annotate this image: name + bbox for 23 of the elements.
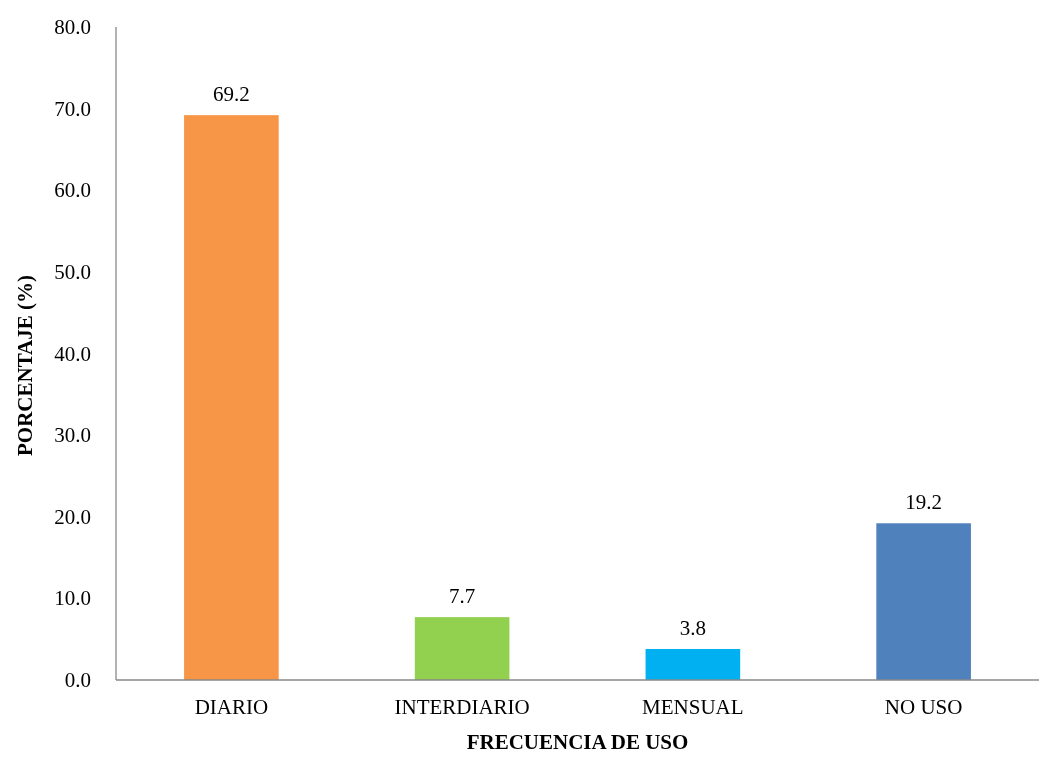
data-label: 7.7: [449, 584, 476, 609]
bar: [184, 115, 279, 680]
y-tick-label: 20.0: [54, 504, 91, 529]
x-tick-label: DIARIO: [194, 695, 269, 719]
bar: [645, 648, 741, 680]
y-tick-label: 80.0: [54, 15, 91, 39]
y-tick-label: 10.0: [54, 586, 91, 611]
y-tick-label: 60.0: [54, 178, 91, 203]
y-axis-title: PORCENTAJE (%): [13, 274, 37, 457]
x-tick-label: INTERDIARIO: [394, 695, 530, 719]
bar: [876, 523, 971, 680]
y-tick-label: 40.0: [54, 341, 91, 366]
data-label: 69.2: [213, 82, 250, 107]
x-tick-label: NO USO: [884, 695, 963, 719]
data-label: 3.8: [679, 615, 706, 640]
y-tick-label: 70.0: [54, 96, 91, 121]
y-tick-label: 30.0: [54, 423, 91, 448]
x-tick-label: MENSUAL: [642, 695, 744, 719]
y-tick-label: 0.0: [64, 668, 91, 692]
y-tick-label: 50.0: [54, 259, 91, 284]
bar: [414, 617, 510, 680]
data-label: 19.2: [905, 490, 942, 515]
x-axis-title: FRECUENCIA DE USO: [466, 730, 689, 754]
